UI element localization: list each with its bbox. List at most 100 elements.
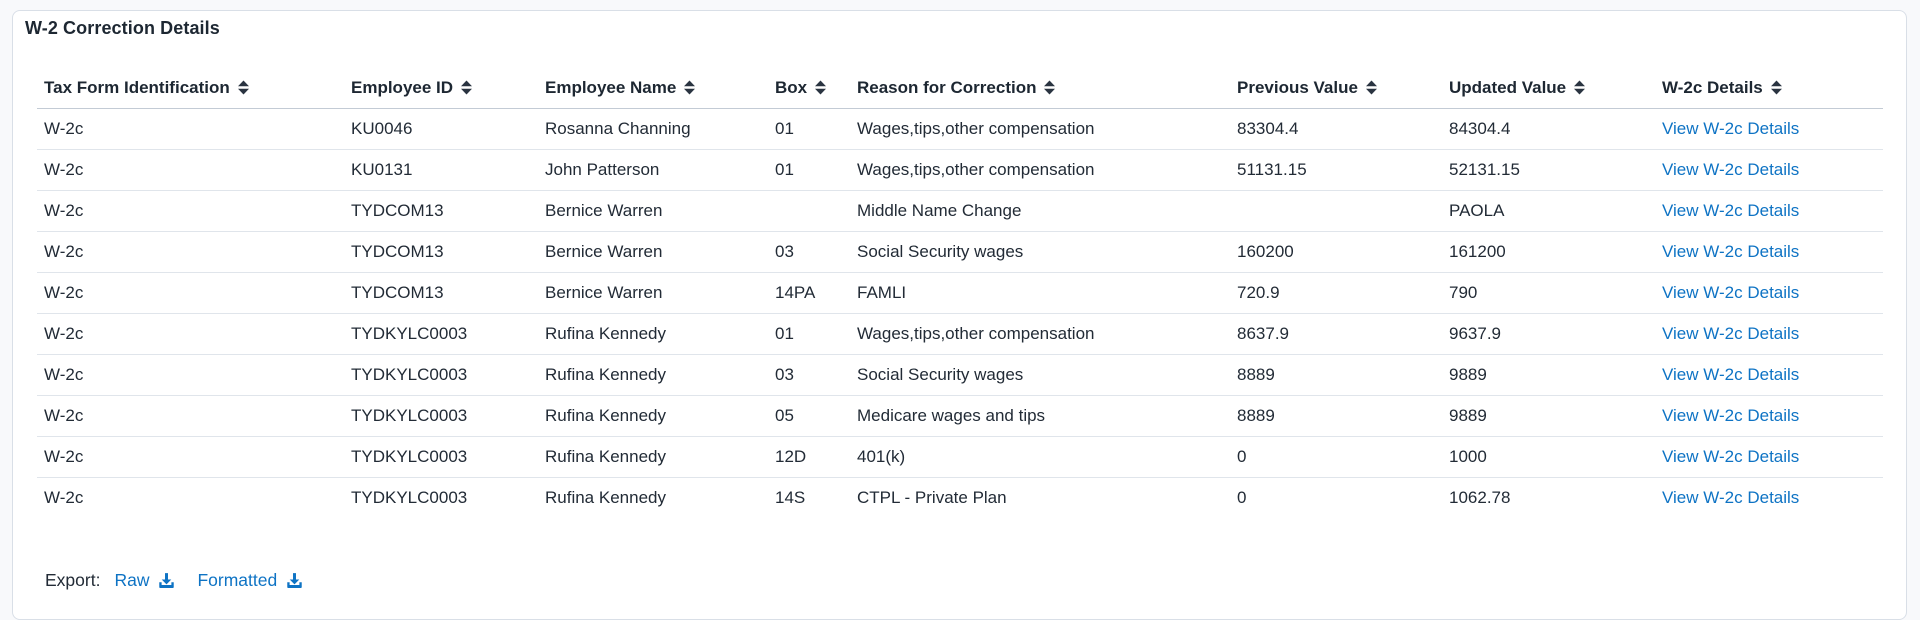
cell-reason-for-correction: Social Security wages	[850, 354, 1230, 396]
column-header-reason-for-correction[interactable]: Reason for Correction	[850, 68, 1230, 109]
cell-box: 12D	[768, 436, 850, 478]
cell-employee-id: TYDKYLC0003	[351, 487, 468, 507]
cell-reason-for-correction: Middle Name Change	[850, 190, 1230, 232]
view-w2c-details-link[interactable]: View W-2c Details	[1662, 405, 1800, 425]
cell-employee-name: Bernice Warren	[538, 190, 768, 232]
cell-w2c-details: View W-2c Details	[1655, 149, 1883, 191]
cell-tax-form-identification: W-2c	[37, 149, 344, 191]
column-header-label: W-2c Details	[1662, 77, 1763, 97]
cell-reason-for-correction: 401(k)	[850, 436, 1230, 478]
w2-correction-details-card: W-2 Correction Details Tax Form Identifi…	[12, 10, 1907, 620]
cell-employee-id: KU0131	[344, 149, 538, 191]
sort-icon	[1574, 80, 1586, 95]
cell-updated-value: 161200	[1442, 231, 1655, 273]
view-w2c-details-link[interactable]: View W-2c Details	[1662, 118, 1800, 138]
cell-previous-value: 8637.9	[1230, 313, 1442, 355]
table-row: W-2c TYDKYLC0003 Rufina Kennedy 12D 401(k) 0 1…	[37, 436, 1883, 478]
table-row: W-2c TYDKYLC0003 Rufina Kennedy 14S CTPL - P…	[37, 477, 1883, 518]
cell-box	[768, 190, 850, 232]
table-row: W-2c TYDKYLC0003 Rufina Kennedy 01 Wages,tip…	[37, 313, 1883, 355]
cell-employee-name: Rufina Kennedy	[538, 436, 768, 478]
sort-icon	[237, 80, 249, 95]
cell-previous-value: 0	[1237, 487, 1247, 507]
w2c-corrections-table: Tax Form Identification Employee ID Employ…	[37, 68, 1883, 518]
cell-employee-name: John Patterson	[538, 149, 768, 191]
cell-w2c-details: View W-2c Details	[1655, 477, 1883, 518]
cell-employee-id: TYDKYLC0003	[344, 395, 538, 437]
view-w2c-details-link[interactable]: View W-2c Details	[1662, 200, 1800, 220]
column-header-label: Tax Form Identification	[44, 77, 230, 97]
column-header-updated-value[interactable]: Updated Value	[1442, 68, 1655, 109]
cell-w2c-details: View W-2c Details	[1655, 108, 1883, 150]
cell-previous-value: 720.9	[1230, 272, 1442, 314]
view-w2c-details-link[interactable]: View W-2c Details	[1662, 159, 1800, 179]
column-header-tax-form-identification[interactable]: Tax Form Identification	[37, 68, 344, 109]
column-header-w2c-details[interactable]: W-2c Details	[1655, 68, 1883, 109]
cell-w2c-details: View W-2c Details	[1655, 313, 1883, 355]
cell-reason-for-correction: CTPL - Private Plan	[857, 487, 1007, 507]
export-label: Export:	[45, 570, 101, 590]
sort-icon	[1044, 80, 1056, 95]
card-title: W-2 Correction Details	[25, 18, 220, 38]
cell-previous-value	[1230, 190, 1442, 232]
cell-w2c-details: View W-2c Details	[1655, 272, 1883, 314]
export-row: Export: Raw Formatted	[45, 570, 325, 591]
column-header-employee-name[interactable]: Employee Name	[538, 68, 768, 109]
export-formatted-link[interactable]: Formatted	[197, 570, 303, 591]
cell-box: 03	[768, 231, 850, 273]
cell-tax-form-identification: W-2c	[37, 313, 344, 355]
sort-icon	[815, 80, 827, 95]
cell-box: 01	[768, 108, 850, 150]
cell-employee-name: Bernice Warren	[538, 272, 768, 314]
cell-reason-for-correction: Medicare wages and tips	[850, 395, 1230, 437]
cell-updated-value: PAOLA	[1442, 190, 1655, 232]
cell-box: 03	[768, 354, 850, 396]
cell-updated-value: 790	[1442, 272, 1655, 314]
view-w2c-details-link[interactable]: View W-2c Details	[1662, 364, 1800, 384]
table-row: W-2c TYDKYLC0003 Rufina Kennedy 05 Medicare …	[37, 395, 1883, 437]
export-raw-link[interactable]: Raw	[114, 570, 175, 591]
table-row: W-2c KU0131 John Patterson 01 Wages,tips,oth…	[37, 149, 1883, 191]
cell-previous-value: 8889	[1230, 354, 1442, 396]
column-header-label: Previous Value	[1237, 77, 1358, 97]
cell-updated-value: 1062.78	[1449, 487, 1511, 507]
cell-box: 01	[768, 149, 850, 191]
cell-updated-value: 52131.15	[1442, 149, 1655, 191]
cell-tax-form-identification: W-2c	[37, 436, 344, 478]
export-formatted-label: Formatted	[197, 570, 278, 590]
cell-box: 14S	[775, 487, 806, 507]
view-w2c-details-link[interactable]: View W-2c Details	[1662, 323, 1800, 343]
cell-updated-value: 84304.4	[1442, 108, 1655, 150]
table-header-row: Tax Form Identification Employee ID Employ…	[37, 68, 1883, 109]
column-header-previous-value[interactable]: Previous Value	[1230, 68, 1442, 109]
cell-w2c-details: View W-2c Details	[1655, 436, 1883, 478]
column-header-label: Employee ID	[351, 77, 454, 97]
sort-icon	[1365, 80, 1377, 95]
table-row: W-2c TYDKYLC0003 Rufina Kennedy 03 Social Se…	[37, 354, 1883, 396]
cell-tax-form-identification: W-2c	[37, 272, 344, 314]
sort-icon	[1770, 80, 1782, 95]
table-row: W-2c TYDCOM13 Bernice Warren Middle Name Ch…	[37, 190, 1883, 232]
cell-updated-value: 9889	[1442, 354, 1655, 396]
cell-previous-value: 8889	[1230, 395, 1442, 437]
cell-employee-id: KU0046	[344, 108, 538, 150]
column-header-employee-id[interactable]: Employee ID	[344, 68, 538, 109]
cell-tax-form-identification: W-2c	[37, 190, 344, 232]
cell-employee-name: Rufina Kennedy	[538, 395, 768, 437]
view-w2c-details-link[interactable]: View W-2c Details	[1662, 487, 1800, 507]
cell-reason-for-correction: Social Security wages	[850, 231, 1230, 273]
cell-box: 14PA	[768, 272, 850, 314]
cell-tax-form-identification: W-2c	[37, 231, 344, 273]
cell-employee-id: TYDCOM13	[344, 190, 538, 232]
view-w2c-details-link[interactable]: View W-2c Details	[1662, 282, 1800, 302]
column-header-box[interactable]: Box	[768, 68, 850, 109]
cell-previous-value: 51131.15	[1230, 149, 1442, 191]
view-w2c-details-link[interactable]: View W-2c Details	[1662, 446, 1800, 466]
cell-previous-value: 160200	[1230, 231, 1442, 273]
cell-previous-value: 0	[1230, 436, 1442, 478]
cell-w2c-details: View W-2c Details	[1655, 354, 1883, 396]
column-header-label: Employee Name	[545, 77, 677, 97]
cell-w2c-details: View W-2c Details	[1655, 395, 1883, 437]
view-w2c-details-link[interactable]: View W-2c Details	[1662, 241, 1800, 261]
cell-employee-id: TYDKYLC0003	[344, 354, 538, 396]
